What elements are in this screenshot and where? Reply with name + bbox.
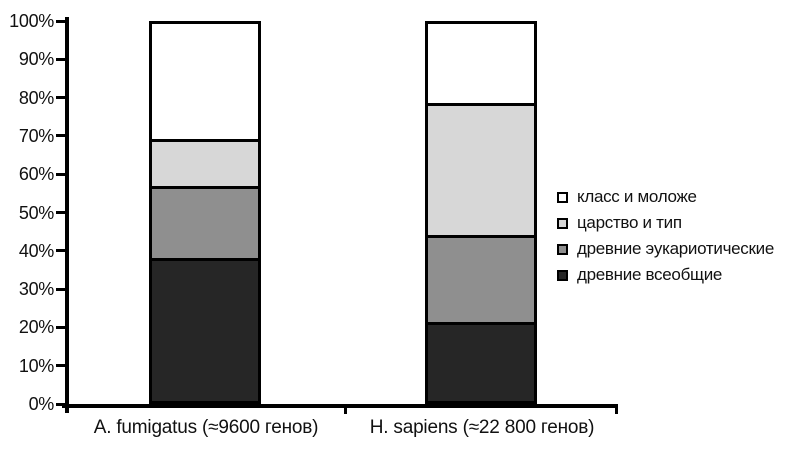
legend-item-ancient-eukaryotic: древние эукариотические [557, 239, 774, 259]
legend-label: класс и моложе [577, 187, 697, 206]
y-tick-label: 50% [18, 202, 54, 223]
y-tick-mark [56, 172, 65, 176]
y-tick-label: 30% [18, 279, 54, 300]
legend-swatch-medium-gray [557, 243, 568, 255]
y-tick-mark [56, 249, 65, 253]
y-tick-mark [56, 402, 65, 406]
bar-segment [428, 321, 534, 401]
y-tick-label: 40% [18, 240, 54, 261]
x-axis-separator-tick [344, 404, 347, 414]
bar-segment [428, 24, 534, 104]
y-tick-label: 20% [18, 317, 54, 338]
y-tick-mark [56, 96, 65, 100]
bar-segment [152, 257, 258, 401]
y-tick-label: 100% [9, 11, 54, 31]
legend-swatch-white [557, 191, 568, 203]
y-tick-mark [56, 134, 65, 138]
y-tick-label: 80% [18, 87, 54, 108]
legend-label: древние всеобщие [577, 265, 723, 284]
bar-segment [428, 235, 534, 322]
legend-label: царство и тип [577, 213, 682, 232]
y-axis-line [65, 17, 69, 413]
legend-label: древние эукариотические [577, 239, 774, 258]
x-axis-end-tick [615, 404, 618, 414]
legend-swatch-light-gray [557, 217, 568, 229]
legend: класс и моложе царство и тип древние эук… [557, 187, 774, 291]
y-tick-mark [56, 287, 65, 291]
x-axis-line [62, 404, 618, 408]
bar-h-sapiens [425, 21, 537, 404]
y-tick-label: 60% [18, 164, 54, 185]
y-tick-mark [56, 57, 65, 61]
x-axis-label-a-fumigatus: A. fumigatus (≈9600 генов) [93, 417, 319, 438]
bar-segment [152, 186, 258, 258]
x-axis-label-h-sapiens: H. sapiens (≈22 800 генов) [369, 417, 595, 438]
y-tick-mark [56, 211, 65, 214]
bar-a-fumigatus [149, 21, 261, 404]
y-tick-mark [56, 364, 65, 368]
y-tick-label: 70% [18, 125, 54, 146]
legend-item-ancient-universal: древние всеобщие [557, 265, 774, 285]
y-tick-label: 0% [28, 394, 55, 414]
y-tick-mark [56, 325, 65, 329]
y-tick-label: 90% [18, 49, 54, 70]
legend-item-class-and-younger: класс и моложе [557, 187, 774, 207]
y-tick-mark [56, 19, 65, 23]
legend-item-kingdom-and-phylum: царство и тип [557, 213, 774, 233]
y-tick-label: 10% [18, 355, 54, 376]
bar-segment [428, 103, 534, 236]
bar-segment [152, 24, 258, 139]
bar-segment [152, 138, 258, 187]
legend-swatch-black [557, 269, 568, 281]
